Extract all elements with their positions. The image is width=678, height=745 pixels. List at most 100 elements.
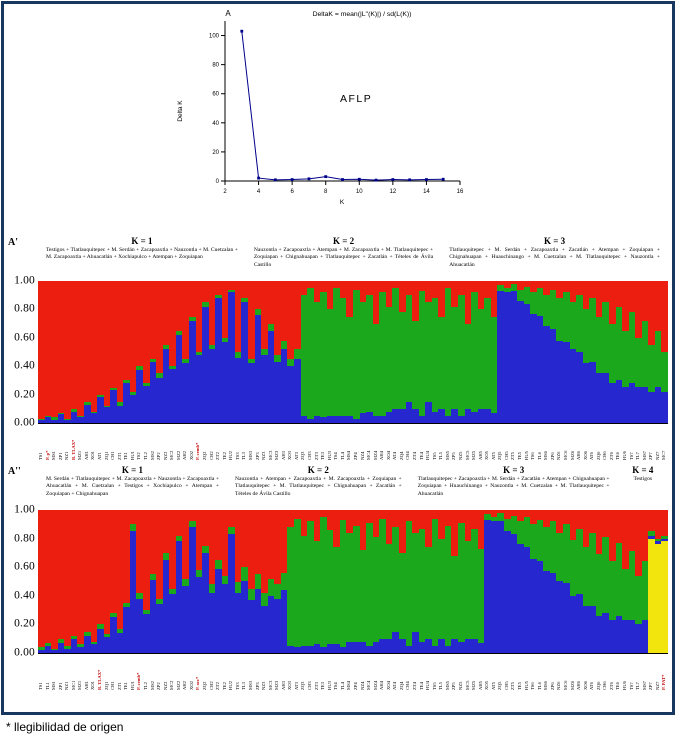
data-point xyxy=(391,178,395,181)
structure-bar xyxy=(228,281,235,423)
bar-segment xyxy=(70,638,78,653)
bar-segment xyxy=(110,390,117,423)
bar-segment xyxy=(320,292,327,418)
bar-segment xyxy=(202,552,209,653)
k-label: K = 3 xyxy=(503,465,525,475)
bar-segment xyxy=(149,574,157,581)
bar-segment xyxy=(569,349,577,423)
group-k4: K = 4 Testigos xyxy=(618,465,668,507)
bar-segment xyxy=(97,628,104,653)
bar-segment xyxy=(254,309,262,316)
bar-segment xyxy=(280,510,288,573)
x-tick-label: 2 xyxy=(223,189,227,195)
bar-segment xyxy=(615,281,623,307)
bar-segment xyxy=(444,645,452,653)
structure-bar xyxy=(293,281,301,423)
data-point xyxy=(408,178,412,182)
population-list: Testigos + Tlatlauquitepec + M. Serdán +… xyxy=(46,247,238,261)
bar-segment xyxy=(346,641,353,653)
bar-segment xyxy=(392,631,399,653)
bar-segment xyxy=(602,373,609,423)
structure-bar xyxy=(608,281,616,423)
bar-segment xyxy=(300,510,308,536)
bar-segment xyxy=(123,602,130,608)
bar-segment xyxy=(353,525,360,642)
structure-bar xyxy=(497,281,504,423)
structure-bar xyxy=(392,281,399,423)
bar-segment xyxy=(425,302,432,402)
bar-segment xyxy=(156,604,163,653)
bar-segment xyxy=(648,281,655,345)
structure-bar xyxy=(77,510,84,653)
bar-segment xyxy=(510,281,518,284)
bar-segment xyxy=(156,510,163,599)
bar-segment xyxy=(412,532,419,632)
bar-segment xyxy=(471,292,478,412)
x-tick-label: MS3 xyxy=(247,451,253,460)
bar-segment xyxy=(536,510,544,520)
bar-segment xyxy=(412,631,419,653)
bar-segment xyxy=(143,610,150,615)
x-tick-label: NZ5 xyxy=(457,681,463,690)
bar-segment xyxy=(83,404,91,423)
bar-segment xyxy=(523,517,531,548)
group-k3: K = 3 Tlatlauquitepec + Zacapoaxtla + M.… xyxy=(410,465,618,507)
bar-segment xyxy=(195,352,203,355)
bar-segment xyxy=(510,515,518,535)
bar-segment xyxy=(648,538,655,653)
data-point xyxy=(425,178,428,181)
structure-bar xyxy=(149,510,157,653)
bar-segment xyxy=(83,401,91,405)
bar-segment xyxy=(385,544,393,639)
bar-segment xyxy=(608,281,616,324)
bar-segment xyxy=(280,340,288,350)
bar-segment xyxy=(569,302,577,350)
structure-bar xyxy=(123,510,130,653)
bar-segment xyxy=(300,281,308,296)
bar-segment xyxy=(90,644,98,653)
bar-segment xyxy=(38,650,45,653)
bar-segment xyxy=(202,545,209,553)
bar-segment xyxy=(484,298,491,409)
bar-segment xyxy=(339,520,347,648)
structure-bar xyxy=(38,510,45,653)
axis-spacer xyxy=(8,424,38,460)
bar-segment xyxy=(248,359,255,364)
bar-segment xyxy=(458,522,465,642)
bar-segment xyxy=(641,561,649,621)
bar-segment xyxy=(582,309,590,364)
structure-bar xyxy=(313,281,321,423)
bar-segment xyxy=(261,354,268,423)
bar-segment xyxy=(431,298,439,412)
bar-segment xyxy=(497,521,504,653)
bar-segment xyxy=(398,638,406,653)
group-k2: K = 2 Nauzontla + Atempan + Zacapoaxtla … xyxy=(227,465,410,507)
bar-segment xyxy=(57,638,65,643)
bar-segment xyxy=(563,281,570,293)
structure-bar xyxy=(103,281,111,423)
structure-bar xyxy=(622,281,629,423)
bar-segment xyxy=(274,510,281,585)
bar-segment xyxy=(412,320,419,409)
bar-segment xyxy=(261,510,268,593)
structure-bar xyxy=(353,510,360,653)
y-tick-label: 40 xyxy=(212,121,219,127)
structure-bar xyxy=(385,281,393,423)
bar-segment xyxy=(261,349,268,355)
structure-bar xyxy=(385,510,393,653)
bar-segment xyxy=(523,547,531,653)
y-axis: 1.00 0.80 0.60 0.40 0.20 0.00 xyxy=(8,274,38,428)
bar-segment xyxy=(248,363,255,423)
bar-segment xyxy=(116,405,124,423)
bar-segment xyxy=(595,554,603,616)
bar-segment xyxy=(162,510,170,553)
bar-segment xyxy=(543,571,550,653)
y-tick-label: 0.00 xyxy=(14,646,35,659)
structure-bar xyxy=(195,281,203,423)
structure-bar xyxy=(267,510,275,653)
bar-segment xyxy=(116,628,124,633)
bar-segment xyxy=(228,281,235,290)
bar-segment xyxy=(346,316,353,416)
structure-bar xyxy=(582,510,590,653)
bar-segment xyxy=(228,289,235,293)
